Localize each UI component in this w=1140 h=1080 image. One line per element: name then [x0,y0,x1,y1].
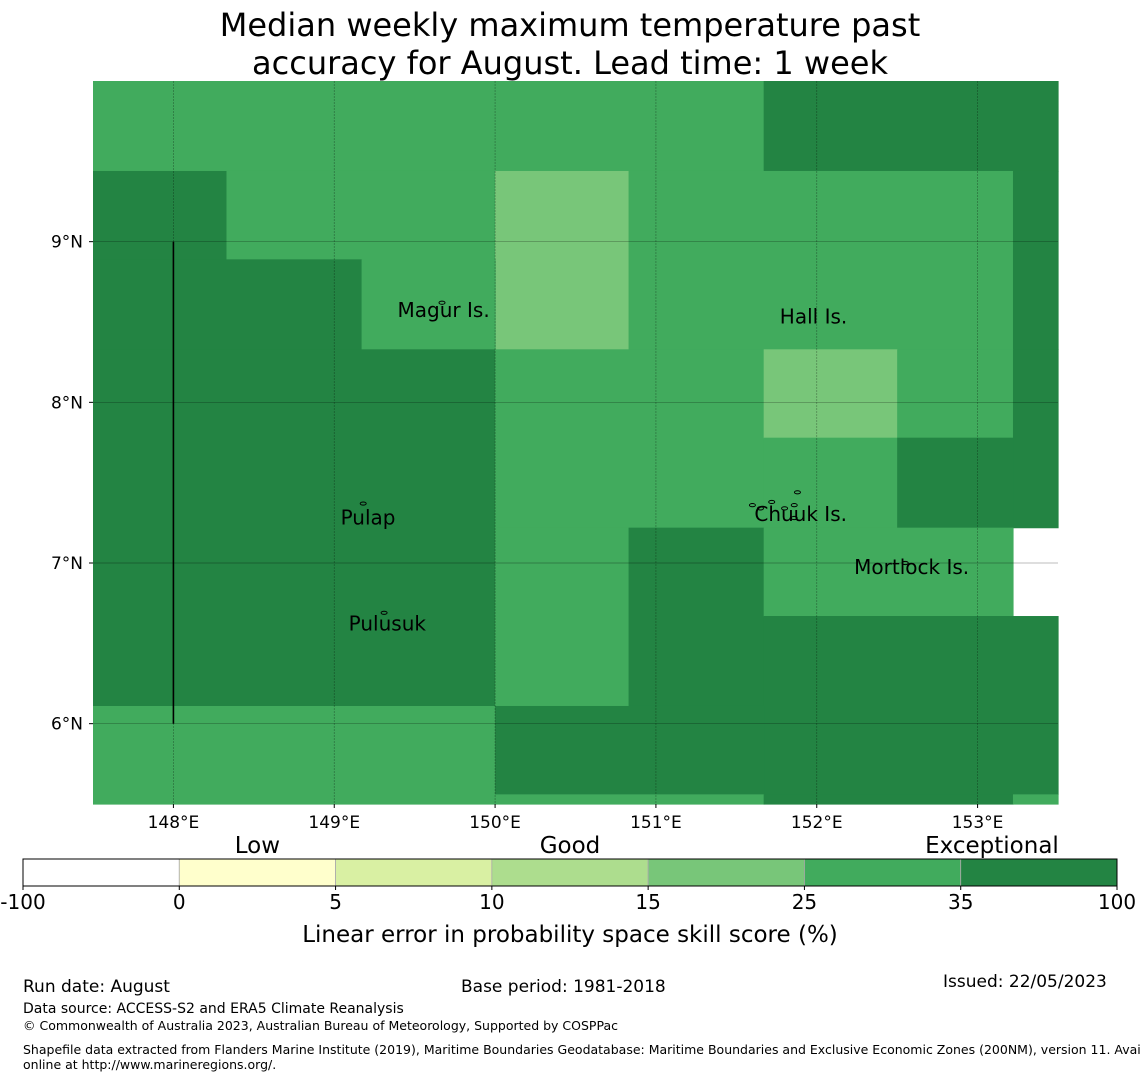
lon-tick-label: 153°E [952,813,1004,833]
island-outline [748,503,756,508]
grid-cell [495,794,765,805]
island-outline [901,560,909,566]
colorbar-swatch [804,858,962,887]
colorbar-frame [22,858,1118,887]
grid-cell [763,794,1014,805]
colorbar-axis-label: Linear error in probability space skill … [302,922,838,948]
colorbar-tick-label: 5 [329,890,342,914]
grid-cell [93,259,363,350]
colorbar-swatch [491,858,649,887]
grid-cell [93,170,228,260]
grid-cell [897,349,1014,439]
place-label: Pulusuk [349,611,427,635]
island-outline [793,490,801,495]
island-outline [380,610,388,615]
colorbar-swatch [22,858,180,887]
grid-cell [495,170,630,350]
map-title: Median weekly maximum temperature past a… [0,6,1140,82]
colorbar-swatch [335,858,493,887]
grid-cell [763,616,1059,795]
run-date: Run date: August [23,977,170,997]
island-outline [756,506,764,511]
colorbar-category-label: Good [540,833,601,859]
grid-cell [763,349,898,439]
place-label: Mortlock Is. [854,555,969,579]
colorbar-category-label: Low [235,833,280,859]
issued-date: Issued: 22/05/2023 [943,972,1107,992]
island-outline [768,499,776,505]
shapefile-credit-line-1: Shapefile data extracted from Flanders M… [23,1042,1140,1057]
skill-score-map: Magur Is. Hall Is. Pulap Chuuk Is. Mortlock … [0,81,1136,948]
grid-cell [763,437,898,529]
colorbar-tick-label: 25 [792,890,817,914]
lat-tick-label: 7°N [51,554,83,574]
base-period: Base period: 1981-2018 [461,977,666,997]
colorbar-swatch [647,858,805,887]
place-label: Magur Is. [398,298,490,322]
island-outline [790,515,798,521]
title-line-2: accuracy for August. Lead time: 1 week [252,44,888,82]
title-line-1: Median weekly maximum temperature past [219,6,921,44]
grid-cell [763,81,1059,172]
colorbar-tick-label: 100 [1098,890,1136,914]
lat-tick-label: 9°N [51,233,83,253]
grid-cell [897,437,1014,529]
grid-cell [93,705,496,805]
colorbar-tick-label: -100 [0,890,45,914]
colorbar-swatch [178,858,336,887]
colorbar-tick-label: 15 [635,890,660,914]
lon-tick-label: 152°E [791,813,843,833]
colorbar-tick-label: 0 [173,890,186,914]
grid-cell [226,170,496,260]
colorbar-category-label: Exceptional [925,833,1059,859]
grid-cell [93,349,496,707]
grid-cell [495,527,630,707]
copyright-notice: © Commonwealth of Australia 2023, Austra… [23,1018,618,1033]
colorbar-swatch [960,858,1118,887]
colorbar-tick-label: 10 [479,890,504,914]
lon-tick-label: 151°E [630,813,682,833]
grid-cell [361,259,496,350]
place-label: Chuuk Is. [754,502,847,526]
grid-cell [628,170,1014,350]
grid-cell [1012,349,1059,529]
island-outline [790,503,798,508]
grid-cell [495,349,765,529]
grid-cell [1012,170,1059,350]
island-outline [438,300,446,305]
grid-cell [1012,794,1059,805]
place-label: Hall Is. [780,305,847,329]
colorbar-tick-label: 35 [948,890,973,914]
data-source: Data source: ACCESS-S2 and ERA5 Climate … [23,1001,404,1017]
grid-cell [495,705,765,795]
lat-tick-label: 8°N [51,393,83,413]
lon-tick-label: 150°E [469,813,521,833]
place-label: Pulap [341,505,396,529]
lon-tick-label: 148°E [148,813,200,833]
shapefile-credit-line-2: online at http://www.marineregions.org/. [23,1057,277,1072]
lat-tick-label: 6°N [51,715,83,735]
grid-cell [628,527,765,707]
island-outline [781,506,789,511]
lon-tick-label: 149°E [308,813,360,833]
grid-cell [93,81,765,172]
grid-cell [763,527,1014,617]
island-outline [359,501,367,506]
